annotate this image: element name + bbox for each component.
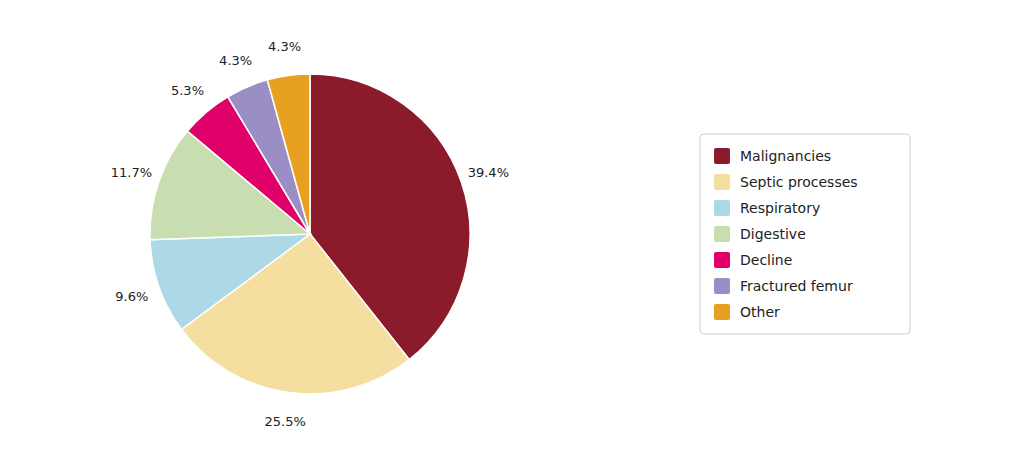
legend-swatch [714,252,730,268]
legend-label: Digestive [740,226,806,242]
slices [150,74,470,394]
legend-label: Decline [740,252,792,268]
data-label: 11.7% [111,165,152,180]
chart-container: 39.4% 25.5% 9.6% 11.7% 5.3% 4.3% 4.3% Malignanc… [0,0,1024,468]
legend-swatch [714,226,730,242]
legend-label: Respiratory [740,200,820,216]
pie-slice [267,74,310,234]
legend-swatch [714,200,730,216]
chart-svg: 39.4% 25.5% 9.6% 11.7% 5.3% 4.3% 4.3% Malignanc… [0,0,1024,468]
legend-swatch [714,148,730,164]
legend-swatch [714,174,730,190]
data-label: 9.6% [115,289,148,304]
legend-frame [700,134,910,334]
data-label: 25.5% [265,414,306,429]
pie-slice [150,234,310,329]
data-labels: 39.4% 25.5% 9.6% 11.7% 5.3% 4.3% 4.3% [111,39,509,428]
legend-label: Other [740,304,780,320]
data-label: 4.3% [219,53,252,68]
legend-swatch [714,304,730,320]
legend-label: Malignancies [740,148,831,164]
legend: Malignancies Septic processes Respiratory D… [700,134,910,334]
legend-label: Fractured femur [740,278,853,294]
legend-label: Septic processes [740,174,858,190]
data-label: 39.4% [468,165,509,180]
data-label: 5.3% [171,83,204,98]
data-label: 4.3% [268,39,301,54]
legend-swatch [714,278,730,294]
